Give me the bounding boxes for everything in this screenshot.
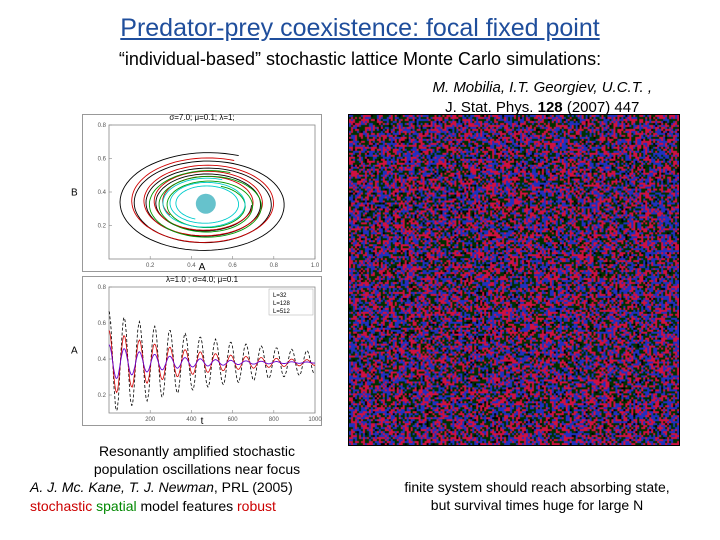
svg-text:0.4: 0.4: [187, 263, 196, 269]
citation-journal-prefix: J. Stat. Phys.: [445, 99, 538, 116]
svg-text:0.8: 0.8: [270, 263, 279, 269]
caption-suffix: , PRL (2005): [214, 479, 293, 495]
caption-word-stochastic: stochastic: [30, 498, 96, 514]
time-plot-ylabel: A: [71, 346, 78, 357]
time-plot-svg: 200 400 600 800 1000 0.2 0.4 0.6 0.8 L=32 L=128 L=5…: [83, 277, 323, 427]
phase-plot: σ=7.0; μ=0.1; λ=1; A B 0.20.40.60.81.00.…: [82, 114, 322, 272]
caption-authors: A. J. Mc. Kane, T. J. Newman: [30, 479, 214, 495]
svg-text:800: 800: [269, 417, 280, 423]
svg-text:L=128: L=128: [273, 301, 291, 307]
noise-lattice: [348, 114, 680, 446]
svg-text:0.8: 0.8: [98, 285, 107, 291]
svg-text:0.4: 0.4: [98, 190, 107, 196]
citation-authors: M. Mobilia, I.T. Georgiev, U.C.T. ,: [432, 78, 652, 98]
citation-journal-suffix: (2007) 447: [563, 99, 640, 116]
svg-text:0.2: 0.2: [146, 263, 155, 269]
noise-canvas: [349, 115, 679, 445]
bottom-right-caption: finite system should reach absorbing sta…: [372, 478, 702, 514]
svg-text:0.6: 0.6: [98, 157, 107, 163]
content-row: σ=7.0; μ=0.1; λ=1; A B 0.20.40.60.81.00.…: [0, 114, 720, 446]
svg-text:1000: 1000: [308, 417, 322, 423]
time-plot: λ=1.0 ; σ=4.0; μ=0.1 t A 200400600800100…: [82, 276, 322, 426]
phase-plot-ylabel: B: [71, 188, 78, 199]
caption-right-2: but survival times huge for large N: [372, 496, 702, 514]
caption-word-robust: robust: [237, 498, 276, 514]
phase-plot-svg: 0.2 0.4 0.6 0.8 1.0 0.2 0.4 0.6 0.8: [83, 115, 323, 273]
noise-column: [330, 114, 720, 446]
caption-line-2: population oscillations near focus: [24, 460, 370, 478]
svg-text:0.6: 0.6: [228, 263, 237, 269]
page-title: Predator-prey coexistence: focal fixed p…: [0, 0, 720, 43]
citation-block: M. Mobilia, I.T. Georgiev, U.C.T. , J. S…: [432, 78, 652, 117]
svg-text:L=512: L=512: [273, 309, 291, 315]
citation-volume: 128: [538, 99, 563, 116]
page-subtitle: “individual-based” stochastic lattice Mo…: [0, 43, 720, 70]
caption-line-1: Resonantly amplified stochastic: [24, 442, 370, 460]
caption-word-model: model features: [141, 498, 238, 514]
caption-word-spatial: spatial: [96, 498, 140, 514]
caption-line-3: A. J. Mc. Kane, T. J. Newman, PRL (2005): [24, 478, 370, 496]
svg-text:0.6: 0.6: [98, 321, 107, 327]
svg-text:400: 400: [186, 417, 197, 423]
svg-text:1.0: 1.0: [311, 263, 320, 269]
plots-column: σ=7.0; μ=0.1; λ=1; A B 0.20.40.60.81.00.…: [0, 114, 330, 446]
svg-text:0.8: 0.8: [98, 123, 107, 129]
svg-text:L=32: L=32: [273, 293, 287, 299]
caption-line-4: stochastic spatial model features robust: [24, 497, 370, 515]
caption-right-1: finite system should reach absorbing sta…: [372, 478, 702, 496]
svg-text:0.2: 0.2: [98, 393, 107, 399]
svg-text:200: 200: [145, 417, 156, 423]
bottom-left-caption: Resonantly amplified stochastic populati…: [24, 442, 370, 515]
svg-text:0.2: 0.2: [98, 224, 107, 230]
svg-text:600: 600: [228, 417, 239, 423]
svg-text:0.4: 0.4: [98, 357, 107, 363]
